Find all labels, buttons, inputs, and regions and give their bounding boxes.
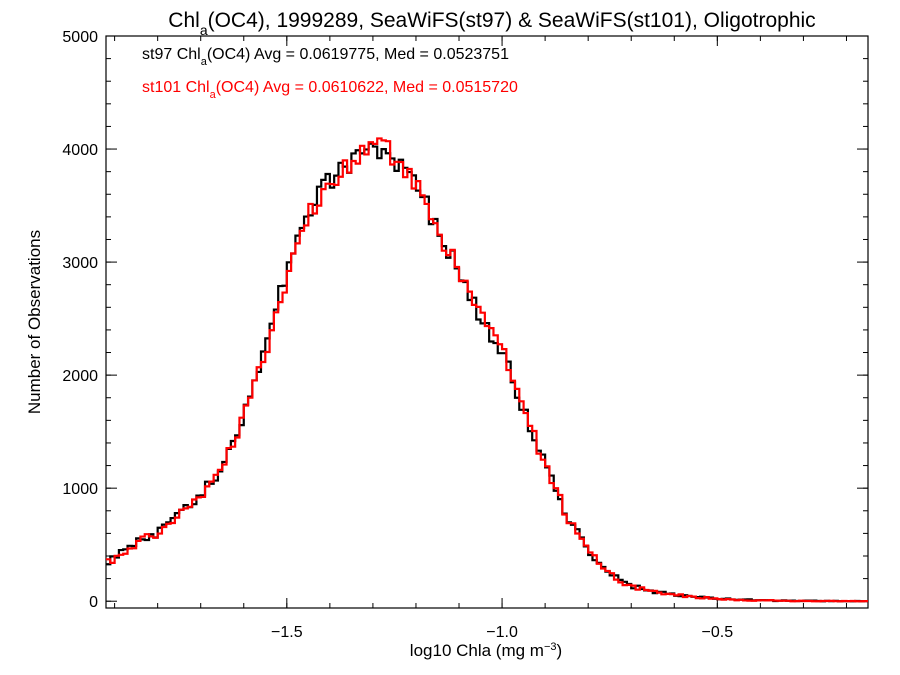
plot-area-frame xyxy=(105,35,869,609)
series-line-st101 xyxy=(106,137,868,603)
title-prefix: Chl xyxy=(168,9,200,32)
y-tick-label: 4000 xyxy=(62,142,98,159)
y-tick-label: 0 xyxy=(89,594,98,611)
legend-st101-stats: (OC4) Avg = 0.0610622, Med = 0.0515720 xyxy=(216,79,518,96)
x-axis-label-main: log10 Chla (mg m xyxy=(410,641,544,660)
x-axis-label: log10 Chla (mg m−3) xyxy=(410,641,562,660)
y-tick-label: 1000 xyxy=(62,481,98,498)
x-tick-label: −1.0 xyxy=(486,624,518,641)
chart-title: Chla(OC4), 1999289, SeaWiFS(st97) & SeaW… xyxy=(168,9,815,38)
svg-text:Chla(OC4), 1999289, SeaWiFS(st: Chla(OC4), 1999289, SeaWiFS(st97) & SeaW… xyxy=(168,9,815,38)
legend-st101-prefix: st101 Chl xyxy=(142,79,210,96)
x-axis-label-tail: ) xyxy=(557,641,563,660)
y-tick-label: 3000 xyxy=(62,255,98,272)
x-axis-label-superscript: −3 xyxy=(544,641,557,653)
title-subscript: a xyxy=(200,22,208,38)
y-tick-label: 2000 xyxy=(62,368,98,385)
legend-st97-prefix: st97 Chl xyxy=(142,46,201,63)
x-tick-label: −1.5 xyxy=(271,624,303,641)
legend-st97-subscript: a xyxy=(201,56,208,68)
x-tick-label: −0.5 xyxy=(702,624,734,641)
legend-entry-st101: st101 Chla(OC4) Avg = 0.0610622, Med = 0… xyxy=(142,79,518,101)
legend-st97-stats: (OC4) Avg = 0.0619775, Med = 0.0523751 xyxy=(207,46,509,63)
title-rest: (OC4), 1999289, SeaWiFS(st97) & SeaWiFS(… xyxy=(208,9,816,32)
legend-st101-subscript: a xyxy=(210,89,217,101)
y-tick-label: 5000 xyxy=(62,29,98,46)
legend-entry-st97: st97 Chla(OC4) Avg = 0.0619775, Med = 0.… xyxy=(142,46,509,68)
series-line-st97 xyxy=(106,142,868,603)
legend: st97 Chla(OC4) Avg = 0.0619775, Med = 0.… xyxy=(142,46,518,101)
y-axis-label: Number of Observations xyxy=(25,230,44,414)
